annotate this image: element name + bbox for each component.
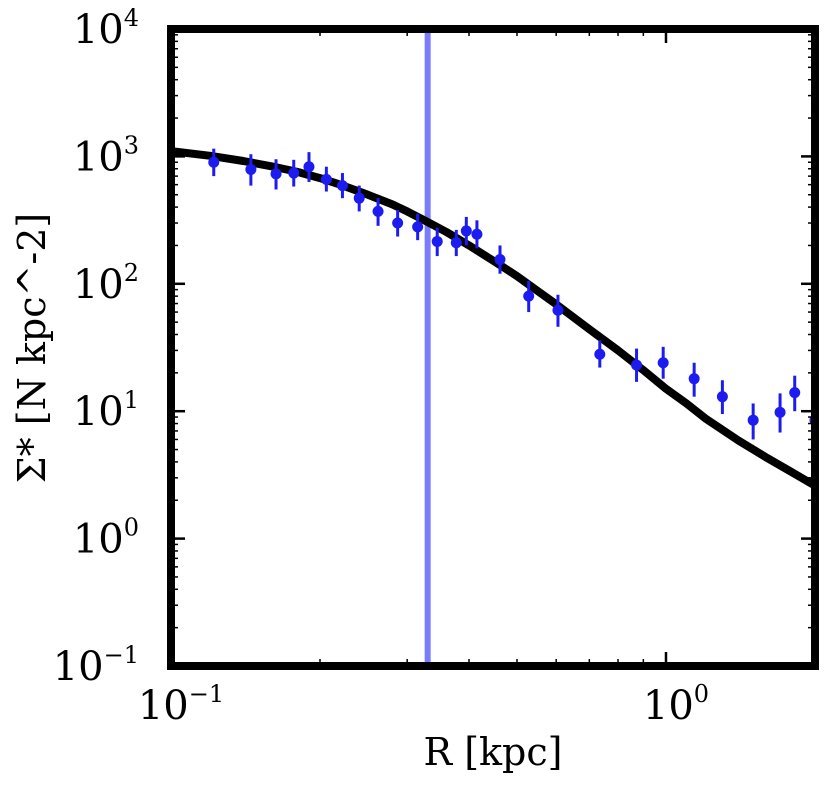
data-point	[270, 168, 282, 180]
data-point	[716, 391, 728, 403]
data-point	[392, 217, 404, 229]
data-point	[657, 357, 669, 369]
x-tick-label: 100	[643, 680, 709, 729]
data-point	[552, 304, 564, 316]
data-point	[412, 221, 424, 233]
plot-area	[171, 29, 815, 666]
x-tick-label: 10−1	[138, 680, 224, 729]
x-axis-label: R [kpc]	[424, 730, 563, 774]
data-point	[594, 348, 606, 360]
data-point	[320, 173, 332, 185]
data-point	[288, 167, 300, 179]
y-tick-label: 104	[73, 4, 139, 53]
data-point	[688, 373, 700, 385]
data-point	[789, 387, 801, 399]
data-point	[336, 180, 348, 192]
plot-frame	[167, 25, 819, 670]
y-axis-label: Σ* [N kpc^-2]	[10, 213, 54, 483]
y-tick-label: 100	[73, 514, 139, 563]
data-point	[747, 414, 759, 426]
data-point	[471, 228, 483, 240]
data-point	[523, 290, 535, 302]
data-point	[450, 237, 462, 249]
data-point	[431, 235, 443, 247]
data-point	[774, 406, 786, 418]
plot-layer	[171, 29, 815, 666]
y-tick-label: 102	[73, 259, 139, 308]
model-curve	[171, 147, 815, 490]
data-point	[631, 359, 643, 371]
data-point	[208, 156, 220, 168]
data-point	[303, 161, 315, 173]
data-point	[353, 192, 365, 204]
y-tick-label: 101	[73, 386, 139, 435]
y-tick-label: 103	[73, 131, 139, 180]
tick-layer: 10−1 100 101 102 103 104 10−1 100	[53, 4, 815, 729]
data-point	[460, 225, 472, 237]
data-point	[372, 205, 384, 217]
data-point	[245, 163, 257, 175]
data-point	[494, 254, 506, 266]
y-tick-label: 10−1	[53, 641, 139, 690]
